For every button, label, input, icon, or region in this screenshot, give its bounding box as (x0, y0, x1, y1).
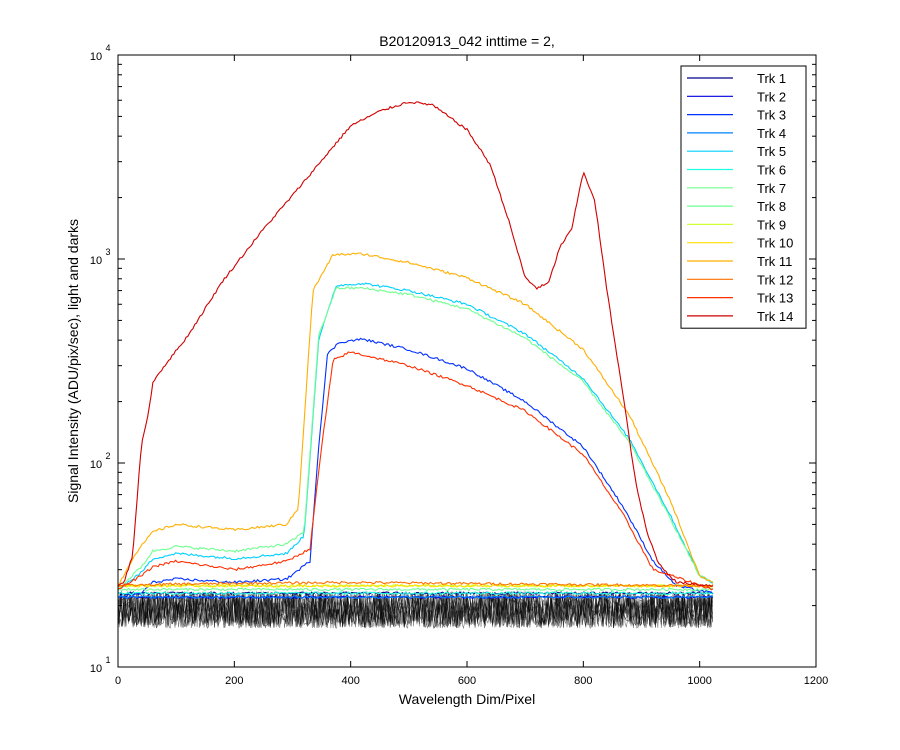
y-tick-exponent: 4 (105, 43, 110, 53)
x-tick-label: 1200 (804, 675, 828, 687)
y-tick-label: 10 (90, 459, 102, 471)
x-tick-label: 1000 (687, 675, 711, 687)
legend-label: Trk 3 (757, 108, 786, 123)
legend-label: Trk 13 (757, 291, 793, 306)
legend-label: Trk 9 (757, 217, 786, 232)
x-tick-label: 400 (341, 675, 359, 687)
y-tick-exponent: 2 (105, 451, 110, 461)
x-tick-label: 800 (574, 675, 592, 687)
y-tick-label: 10 (90, 51, 102, 63)
series-line-trk-6 (118, 591, 714, 596)
series-line-trk-10 (118, 583, 714, 588)
legend-label: Trk 12 (757, 272, 793, 287)
y-tick-exponent: 1 (105, 655, 110, 665)
legend-label: Trk 14 (757, 309, 793, 324)
x-axis-label: Wavelength Dim/Pixel (399, 691, 535, 707)
series-line-trk-5 (118, 282, 714, 591)
series-line-trk-8 (118, 587, 714, 592)
dark-band (118, 590, 713, 630)
y-tick-label: 10 (90, 255, 102, 267)
series-line-trk-4 (118, 595, 714, 600)
y-axis-label: Signal Intensity (ADU/pix/sec), light an… (65, 219, 81, 503)
x-tick-label: 0 (115, 675, 121, 687)
legend-label: Trk 5 (757, 144, 786, 159)
series-line-trk-12 (118, 580, 714, 588)
dark-band-trace (118, 591, 713, 629)
y-tick-exponent: 3 (105, 247, 110, 257)
legend-box (680, 65, 807, 329)
chart-title: B20120913_042 inttime = 2, (379, 33, 555, 49)
series-line-trk-13 (118, 351, 714, 591)
x-tick-label: 600 (458, 675, 476, 687)
series-line-trk-14 (118, 101, 714, 587)
legend-label: Trk 8 (757, 199, 786, 214)
legend-label: Trk 4 (757, 126, 786, 141)
series-line-trk-11 (118, 252, 714, 586)
legend-label: Trk 10 (757, 236, 793, 251)
y-tick-label: 10 (90, 663, 102, 675)
x-tick-label: 200 (225, 675, 243, 687)
legend-label: Trk 2 (757, 89, 786, 104)
legend-label: Trk 7 (757, 181, 786, 196)
legend-label: Trk 11 (757, 254, 792, 269)
series-line-trk-7 (118, 286, 713, 590)
legend-label: Trk 1 (757, 71, 786, 86)
series-line-trk-3 (118, 337, 714, 599)
legend-label: Trk 6 (757, 163, 786, 178)
